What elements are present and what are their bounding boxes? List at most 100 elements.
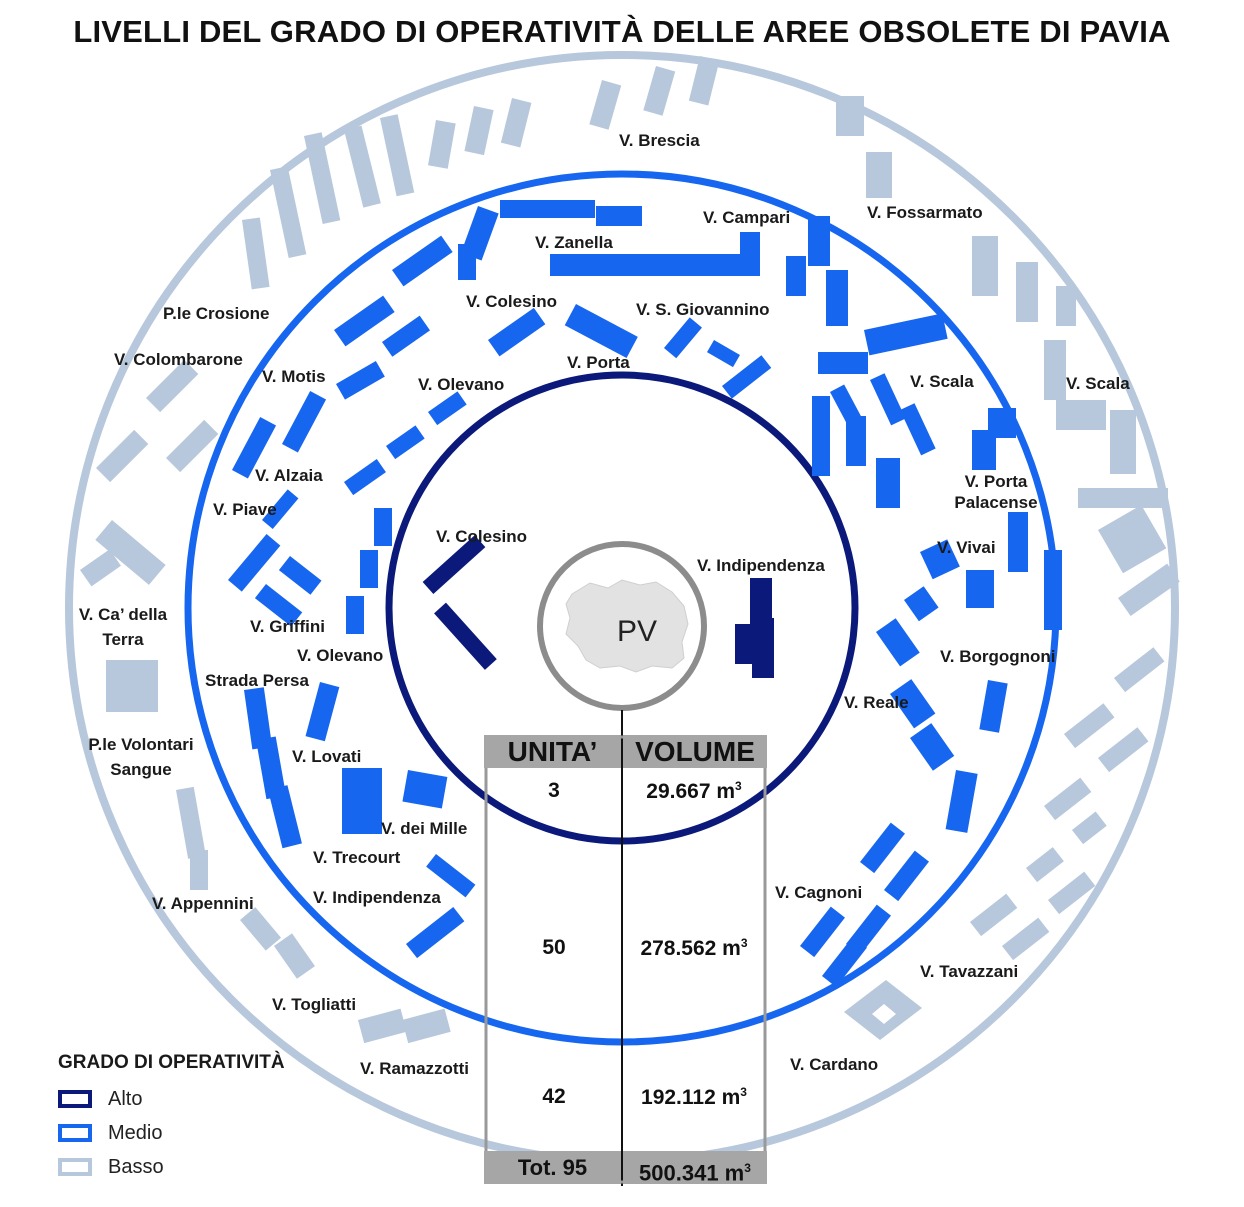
summary-table: UNITA’ VOLUME 3 29.667 m3 50 278.562 m3 …	[484, 735, 767, 1185]
building-alto	[422, 535, 486, 594]
building-medio	[860, 822, 905, 874]
legend-item-alto: Alto	[58, 1082, 285, 1116]
label-v-olevano-1: V. Olevano	[418, 375, 505, 394]
building-medio	[1044, 550, 1062, 630]
label-v-s-giovannino: V. S. Giovannino	[636, 300, 770, 319]
label-v-trecourt: V. Trecourt	[313, 848, 401, 867]
building-basso	[79, 549, 121, 587]
legend-swatch-basso	[58, 1158, 92, 1176]
label-v-lovati: V. Lovati	[292, 747, 362, 766]
building-medio	[256, 736, 287, 800]
legend-label-alto: Alto	[108, 1087, 143, 1110]
total-volume: 500.341 m3	[623, 1151, 767, 1185]
building-medio	[334, 295, 395, 347]
building-basso	[1114, 647, 1165, 693]
label-v-fossarmato: V. Fossarmato	[867, 203, 983, 222]
building-medio	[232, 417, 277, 479]
label-v-cardano: V. Cardano	[790, 1055, 879, 1074]
pavia-map-shape	[565, 579, 689, 673]
building-basso	[1072, 811, 1107, 845]
building-medio	[596, 206, 642, 226]
building-medio	[966, 570, 994, 608]
building-medio	[884, 850, 929, 902]
building-basso	[95, 520, 166, 585]
building-basso	[1026, 847, 1064, 883]
building-medio	[488, 307, 546, 357]
building-medio	[386, 425, 425, 460]
building-medio	[707, 340, 740, 368]
building-medio	[890, 679, 936, 729]
building-medio	[336, 361, 385, 400]
label-ple-volontari-sangue: P.le Volontari Sangue	[88, 735, 194, 779]
building-basso	[972, 236, 998, 296]
building-basso	[1016, 262, 1038, 322]
building-alto	[750, 578, 772, 626]
label-v-indipendenza-medio: V. Indipendenza	[313, 888, 441, 907]
building-medio	[244, 687, 273, 750]
building-medio	[900, 403, 936, 456]
building-medio	[845, 904, 891, 956]
building-medio	[663, 317, 702, 359]
building-basso	[1044, 777, 1092, 821]
label-v-griffini: V. Griffini	[250, 617, 325, 636]
building-alto	[434, 602, 497, 670]
building-basso	[358, 1008, 407, 1044]
building-medio	[278, 556, 322, 595]
label-v-colesino-alto: V. Colesino	[436, 527, 528, 546]
building-basso	[274, 933, 315, 979]
legend-swatch-alto	[58, 1090, 92, 1108]
building-alto	[752, 618, 774, 678]
building-medio	[227, 534, 281, 592]
building-medio	[402, 770, 448, 809]
building-medio	[945, 770, 978, 833]
legend-label-basso: Basso	[108, 1155, 164, 1178]
row-basso-unita: 42	[542, 1085, 566, 1108]
building-medio	[864, 313, 948, 356]
building-basso	[500, 98, 532, 148]
label-strada-persa: Strada Persa	[205, 671, 309, 690]
building-basso	[1056, 400, 1106, 430]
header-unita: UNITA’	[484, 735, 621, 768]
building-basso	[1056, 286, 1076, 326]
building-medio	[846, 416, 866, 466]
building-medio	[500, 200, 595, 218]
center-label: PV	[617, 615, 658, 648]
row-basso-volume: 192.112 m3	[641, 1085, 747, 1109]
label-v-brescia: V. Brescia	[619, 131, 700, 150]
row-alto-volume: 29.667 m3	[646, 779, 742, 803]
building-medio	[392, 235, 453, 287]
building-basso	[428, 120, 456, 169]
building-medio	[343, 459, 386, 496]
label-v-borgognoni: V. Borgognoni	[940, 647, 1056, 666]
building-medio	[988, 408, 1016, 438]
row-medio-unita: 50	[542, 936, 566, 959]
label-v-appennini: V. Appennini	[152, 894, 254, 913]
label-v-zanella: V. Zanella	[535, 233, 613, 252]
building-basso	[190, 850, 208, 890]
building-medio	[346, 596, 364, 634]
building-medio	[305, 682, 340, 742]
legend-item-medio: Medio	[58, 1116, 285, 1150]
building-basso	[165, 419, 219, 473]
building-basso	[836, 96, 864, 136]
label-v-colombarone: V. Colombarone	[114, 350, 243, 369]
legend-title: GRADO DI OPERATIVITÀ	[58, 1052, 285, 1073]
building-medio	[876, 458, 900, 508]
building-basso	[866, 152, 892, 198]
building-medio	[786, 256, 806, 296]
building-basso	[1002, 917, 1050, 961]
building-medio	[903, 586, 939, 622]
building-medio	[564, 304, 638, 359]
building-basso	[145, 359, 199, 413]
building-medio	[550, 254, 760, 276]
label-ple-crosione: P.le Crosione	[163, 304, 270, 323]
label-v-campari: V. Campari	[703, 208, 791, 227]
building-medio	[374, 508, 392, 546]
building-basso	[1048, 871, 1096, 915]
building-basso	[1118, 563, 1180, 617]
building-basso	[464, 106, 494, 156]
label-v-motis: V. Motis	[262, 367, 326, 386]
building-medio	[800, 906, 845, 958]
